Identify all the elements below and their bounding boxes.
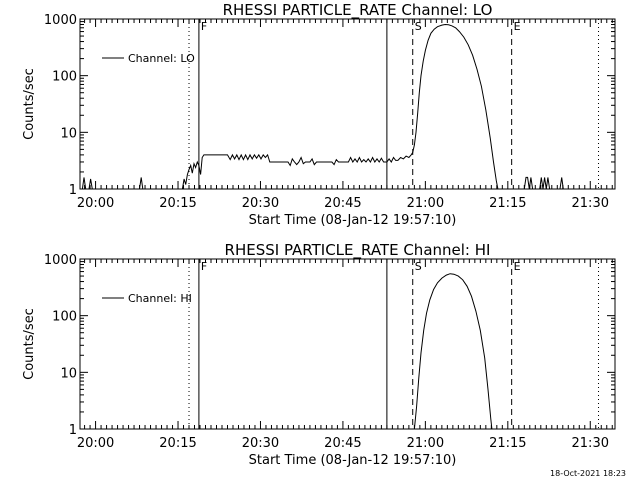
panel-2-x-tick-label: 20:00 bbox=[77, 436, 114, 451]
panel-2-plot-frame bbox=[79, 258, 616, 430]
panel-1-y-tick-label: 1000 bbox=[44, 13, 77, 28]
panel-1-x-tick-label: 20:15 bbox=[159, 196, 196, 211]
panel-1-x-tick-label: 20:30 bbox=[242, 196, 279, 211]
timestamp-footer: 18-Oct-2021 18:23 bbox=[550, 469, 626, 478]
panel-1-y-tick-label: 1 bbox=[69, 183, 77, 198]
panel-1-x-tick-label: 21:15 bbox=[489, 196, 526, 211]
panel-2-x-tick-label: 21:30 bbox=[572, 436, 609, 451]
panel-2-y-tick-label: 1 bbox=[69, 423, 77, 438]
panel-1-series-line bbox=[80, 23, 564, 189]
panel-2-chart-title: RHESSI PARTICLE_RATE Channel: HI bbox=[225, 241, 491, 260]
panel-1-x-tick-label: 20:00 bbox=[77, 196, 114, 211]
panel-2-x-tick-label: 20:45 bbox=[324, 436, 361, 451]
panel-1-chart-title: RHESSI PARTICLE_RATE Channel: LO bbox=[223, 1, 493, 20]
panel-2-series-line bbox=[413, 273, 493, 429]
panel-1-marker-label: F bbox=[201, 20, 207, 33]
panel-2-y-tick-label: 100 bbox=[52, 310, 77, 325]
panel-2-x-tick-label: 20:15 bbox=[159, 436, 196, 451]
panel-2-x-tick-label: 21:00 bbox=[407, 436, 444, 451]
panel-2-legend-label: Channel: HI bbox=[128, 292, 192, 305]
panel-2-y-tick-label: 10 bbox=[60, 366, 77, 381]
panel-1-y-axis-label: Counts/sec bbox=[22, 68, 37, 140]
panel-2-y-axis-label: Counts/sec bbox=[22, 308, 37, 380]
panel-1-plot-frame bbox=[79, 18, 616, 190]
panel-2-marker-label: E bbox=[514, 260, 521, 273]
panel-2-marker-label: S bbox=[415, 260, 422, 273]
panel-2-y-tick-label: 1000 bbox=[44, 253, 77, 268]
panel-1-x-tick-label: 20:45 bbox=[324, 196, 361, 211]
panel-2-x-axis-label: Start Time (08-Jan-12 19:57:10) bbox=[249, 453, 457, 468]
panel-1-marker-label: S bbox=[415, 20, 422, 33]
panel-2-x-tick-label: 21:15 bbox=[489, 436, 526, 451]
panel-1-x-tick-label: 21:30 bbox=[572, 196, 609, 211]
panel-1-legend-label: Channel: LO bbox=[128, 52, 195, 65]
panel-2-x-tick-label: 20:30 bbox=[242, 436, 279, 451]
panel-1-y-tick-label: 10 bbox=[60, 126, 77, 141]
panel-1-y-tick-label: 100 bbox=[52, 70, 77, 85]
panel-1-x-tick-label: 21:00 bbox=[407, 196, 444, 211]
panel-1-marker-label: E bbox=[514, 20, 521, 33]
panel-1-x-axis-label: Start Time (08-Jan-12 19:57:10) bbox=[249, 213, 457, 228]
panel-2-marker-label: F bbox=[201, 260, 207, 273]
